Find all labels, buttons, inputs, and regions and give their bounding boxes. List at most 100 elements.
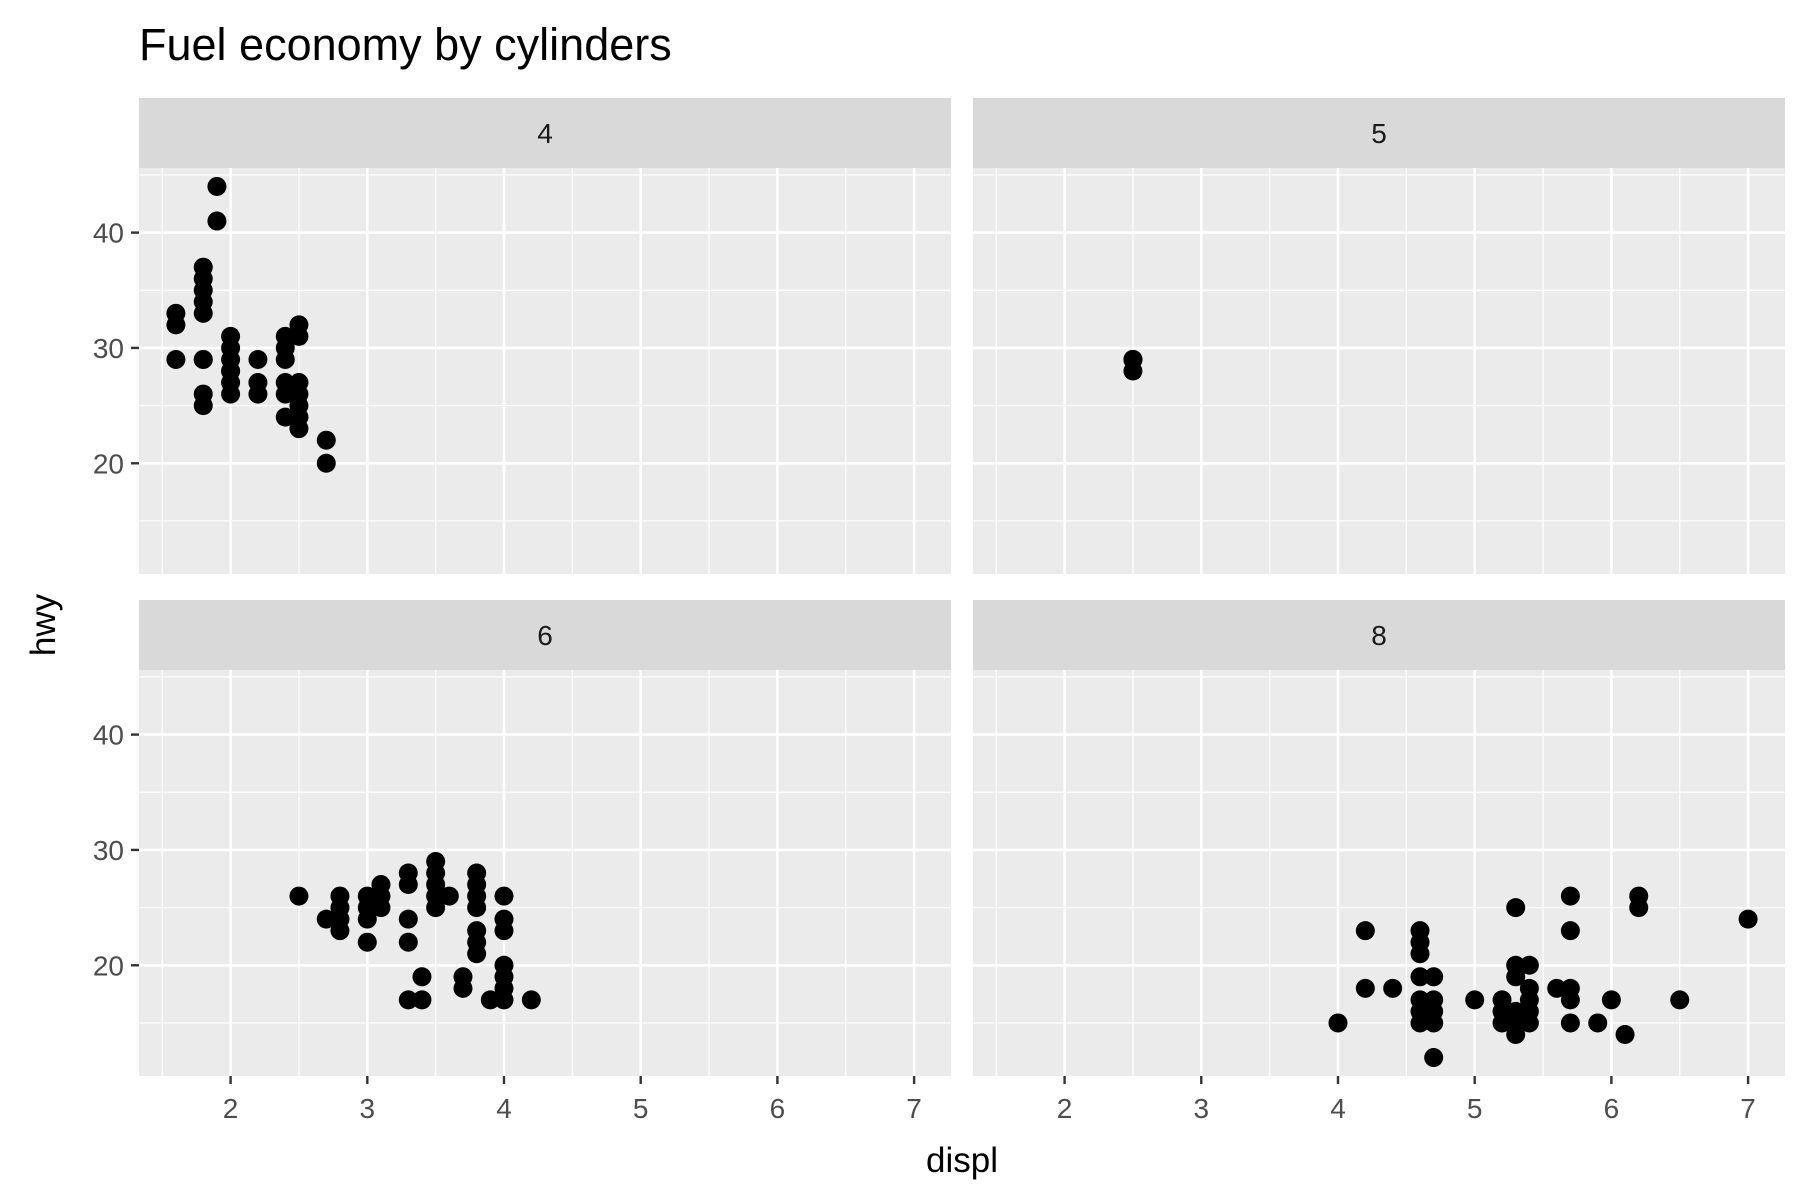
facet-panel-8: 8 2 3 4 5 6 7 [973,600,1785,1124]
data-point [330,921,350,941]
data-point [1519,1013,1539,1033]
data-point [1560,921,1580,941]
data-point [275,326,295,346]
panel-background [139,168,951,574]
data-point [1519,955,1539,975]
facet-strip [973,600,1785,670]
data-point [207,176,227,196]
data-point [1547,978,1567,998]
data-point [1410,967,1430,987]
facet-strip-label: 5 [1371,118,1387,149]
x-tick-label: 3 [360,1093,376,1124]
data-point [1506,967,1526,987]
x-tick-label: 5 [1467,1093,1483,1124]
data-point [275,349,295,369]
data-point [398,875,418,895]
data-point [1601,990,1621,1010]
x-tick-label: 2 [223,1093,239,1124]
data-point [166,349,186,369]
y-tick-label: 20 [93,950,124,981]
data-point [275,407,295,427]
data-point [193,396,213,416]
facet-strip-label: 6 [537,620,553,651]
data-point [207,211,227,231]
x-tick-label: 7 [1740,1093,1756,1124]
data-point [1424,1013,1444,1033]
x-tick-label: 4 [1330,1093,1346,1124]
data-point [289,326,309,346]
data-point [166,315,186,335]
y-tick-label: 30 [93,835,124,866]
data-point [1629,898,1649,918]
data-point [412,990,432,1010]
data-point [398,990,418,1010]
data-point [1670,990,1690,1010]
data-point [193,303,213,323]
x-axis-title: displ [926,1141,998,1180]
data-point [1738,909,1758,929]
data-point [494,921,514,941]
facet-strip-label: 8 [1371,620,1387,651]
data-point [357,909,377,929]
data-point [1506,898,1526,918]
data-point [1560,990,1580,1010]
x-tick-label: 6 [1604,1093,1620,1124]
x-tick-label: 5 [633,1093,649,1124]
data-point [289,886,309,906]
data-point [467,898,487,918]
data-point [1424,967,1444,987]
y-axis-title: hwy [24,593,63,656]
x-tick-label: 7 [906,1093,922,1124]
data-point [248,349,268,369]
data-point [494,886,514,906]
data-point [1615,1024,1635,1044]
data-point [1355,978,1375,998]
data-point [248,384,268,404]
facet-panel-4: 4 20 30 40 [93,98,951,574]
x-tick-label: 4 [496,1093,512,1124]
data-point [371,898,391,918]
x-tick-label: 3 [1194,1093,1210,1124]
data-point [453,978,473,998]
data-point [221,384,241,404]
data-point [521,990,541,1010]
data-point [467,944,487,964]
facet-strip [973,98,1785,168]
data-point [426,898,446,918]
facet-panel-6: 6 20 30 40 2 3 4 5 6 7 [93,600,951,1124]
panel-background [973,670,1785,1076]
data-point [1328,1013,1348,1033]
data-point [1588,1013,1608,1033]
y-tick-label: 30 [93,333,124,364]
x-tick-label: 2 [1057,1093,1073,1124]
data-point [480,990,500,1010]
data-point [316,909,336,929]
chart-title: Fuel economy by cylinders [139,19,672,70]
y-tick-label: 40 [93,218,124,249]
data-point [1383,978,1403,998]
data-point [1465,990,1485,1010]
data-point [1410,1013,1430,1033]
facet-strip-label: 4 [537,118,553,149]
data-point [193,349,213,369]
panel-background [139,670,951,1076]
data-point [494,990,514,1010]
x-tick-label: 6 [770,1093,786,1124]
data-point [316,453,336,473]
facet-strip [139,98,951,168]
data-point [275,384,295,404]
data-point [439,886,459,906]
data-point [357,932,377,952]
y-tick-label: 40 [93,720,124,751]
data-point [412,967,432,987]
data-point [1492,1013,1512,1033]
panel-background [973,168,1785,574]
facet-grid: 4 20 30 40 5 6 20 30 40 2 3 4 5 6 7 8 2 3 4 5 6 7 [93,98,1785,1124]
data-point [1410,944,1430,964]
data-point [289,373,309,393]
data-point [1560,1013,1580,1033]
y-tick-label: 20 [93,448,124,479]
data-point [1560,886,1580,906]
data-point [1123,349,1143,369]
